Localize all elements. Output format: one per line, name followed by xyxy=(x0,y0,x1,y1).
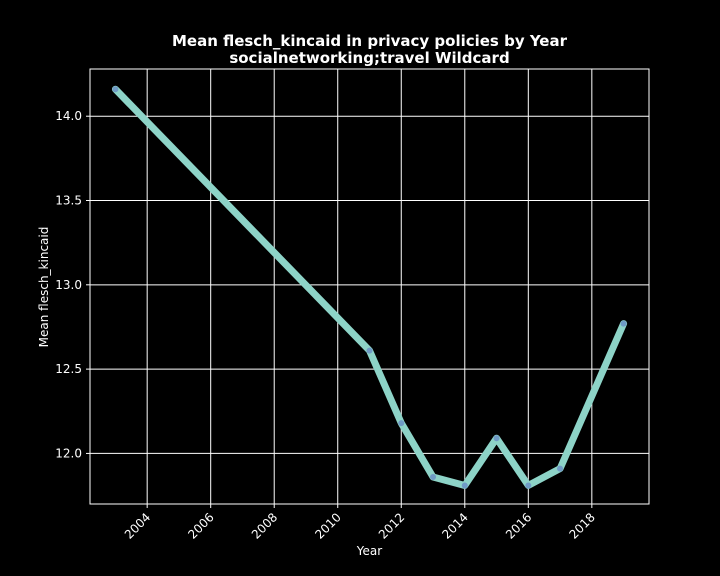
y-axis-ticks: 12.0 12.5 13.0 13.5 14.0 xyxy=(55,109,90,460)
x-tick-label: 2016 xyxy=(503,510,534,541)
x-tick-label: 2018 xyxy=(566,510,597,541)
x-tick-label: 2010 xyxy=(312,510,343,541)
x-axis-ticks: 2004 2006 2008 2010 2012 2014 2016 2018 xyxy=(122,504,598,542)
x-tick-label: 2008 xyxy=(249,510,280,541)
data-point xyxy=(525,482,532,489)
data-point xyxy=(112,86,119,93)
data-point xyxy=(461,482,468,489)
x-tick-label: 2012 xyxy=(376,510,407,541)
y-tick-label: 13.0 xyxy=(55,278,82,292)
data-point xyxy=(398,420,405,427)
data-point xyxy=(430,474,437,481)
x-tick-label: 2006 xyxy=(185,510,216,541)
data-point xyxy=(620,320,627,327)
chart-subtitle: socialnetworking;travel Wildcard xyxy=(229,49,509,67)
x-tick-label: 2004 xyxy=(122,510,153,541)
y-axis-label: Mean flesch_kincaid xyxy=(37,227,51,348)
grid-lines xyxy=(90,69,649,504)
series-group xyxy=(111,85,628,489)
series-line xyxy=(111,85,628,489)
plot-frame xyxy=(89,68,650,505)
data-point xyxy=(366,347,373,354)
chart-title: Mean flesch_kincaid in privacy policies … xyxy=(172,32,568,50)
y-tick-label: 12.5 xyxy=(55,362,82,376)
y-tick-label: 12.0 xyxy=(55,446,82,460)
y-tick-label: 14.0 xyxy=(55,109,82,123)
data-point xyxy=(493,435,500,442)
y-tick-label: 13.5 xyxy=(55,194,82,208)
x-axis-label: Year xyxy=(356,544,382,558)
x-tick-label: 2014 xyxy=(439,510,470,541)
data-point xyxy=(557,465,564,472)
